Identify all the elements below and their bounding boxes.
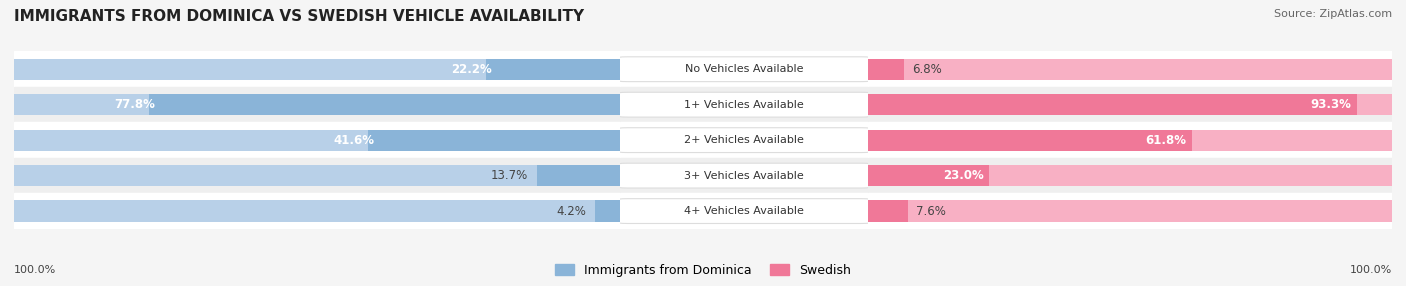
Bar xyxy=(869,165,1392,186)
Bar xyxy=(869,59,1392,80)
Bar xyxy=(869,94,1357,115)
Bar xyxy=(620,158,869,193)
Text: 13.7%: 13.7% xyxy=(491,169,529,182)
Bar xyxy=(149,94,620,115)
Bar xyxy=(537,165,620,186)
FancyBboxPatch shape xyxy=(616,57,873,82)
Bar xyxy=(14,59,620,80)
Text: 6.8%: 6.8% xyxy=(912,63,942,76)
Bar xyxy=(869,122,1392,158)
Text: 93.3%: 93.3% xyxy=(1310,98,1351,111)
Bar xyxy=(14,200,620,222)
Bar xyxy=(620,122,869,158)
Legend: Immigrants from Dominica, Swedish: Immigrants from Dominica, Swedish xyxy=(555,264,851,277)
Bar xyxy=(869,200,1392,222)
Bar xyxy=(869,158,1392,193)
Bar xyxy=(14,94,620,115)
Text: 22.2%: 22.2% xyxy=(451,63,492,76)
FancyBboxPatch shape xyxy=(616,128,873,152)
Text: 61.8%: 61.8% xyxy=(1146,134,1187,147)
Bar xyxy=(869,87,1392,122)
Text: IMMIGRANTS FROM DOMINICA VS SWEDISH VEHICLE AVAILABILITY: IMMIGRANTS FROM DOMINICA VS SWEDISH VEHI… xyxy=(14,9,583,23)
Bar xyxy=(595,200,620,222)
Bar xyxy=(620,193,869,229)
Bar xyxy=(485,59,620,80)
Bar xyxy=(14,165,620,186)
Text: 3+ Vehicles Available: 3+ Vehicles Available xyxy=(685,171,804,180)
Text: 100.0%: 100.0% xyxy=(1350,265,1392,275)
Bar xyxy=(869,130,1192,151)
Text: No Vehicles Available: No Vehicles Available xyxy=(685,64,804,74)
Bar xyxy=(14,51,620,87)
Text: 41.6%: 41.6% xyxy=(333,134,374,147)
FancyBboxPatch shape xyxy=(616,163,873,188)
Bar xyxy=(869,193,1392,229)
Bar xyxy=(869,94,1392,115)
Bar xyxy=(14,193,620,229)
Bar xyxy=(620,87,869,122)
Bar xyxy=(869,200,908,222)
Text: 4+ Vehicles Available: 4+ Vehicles Available xyxy=(685,206,804,216)
FancyBboxPatch shape xyxy=(616,92,873,117)
Text: 4.2%: 4.2% xyxy=(555,204,586,218)
Bar xyxy=(620,51,869,87)
Bar xyxy=(14,122,620,158)
Bar xyxy=(14,158,620,193)
Text: 100.0%: 100.0% xyxy=(14,265,56,275)
Bar xyxy=(14,130,620,151)
Text: Source: ZipAtlas.com: Source: ZipAtlas.com xyxy=(1274,9,1392,19)
Text: 23.0%: 23.0% xyxy=(943,169,984,182)
Bar xyxy=(869,165,988,186)
Bar xyxy=(869,59,904,80)
Bar xyxy=(14,87,620,122)
Text: 1+ Vehicles Available: 1+ Vehicles Available xyxy=(685,100,804,110)
Bar xyxy=(368,130,620,151)
Bar xyxy=(869,51,1392,87)
Text: 7.6%: 7.6% xyxy=(915,204,946,218)
Bar xyxy=(869,130,1392,151)
Text: 2+ Vehicles Available: 2+ Vehicles Available xyxy=(685,135,804,145)
Text: 77.8%: 77.8% xyxy=(114,98,155,111)
FancyBboxPatch shape xyxy=(616,199,873,223)
